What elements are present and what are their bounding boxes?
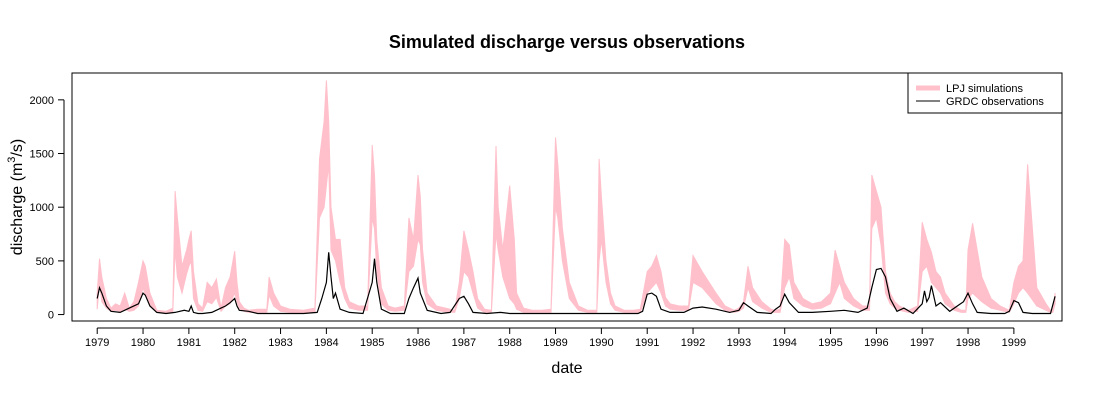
x-tick-label: 1990 (589, 337, 613, 349)
x-tick-label: 1980 (131, 337, 155, 349)
x-tick-label: 1989 (543, 337, 567, 349)
y-tick-label: 0 (48, 310, 54, 322)
y-axis-title-base: discharge (m (9, 163, 26, 255)
x-tick-label: 1985 (360, 337, 384, 349)
x-axis-title: date (551, 360, 582, 377)
chart-title: Simulated discharge versus observations (389, 32, 745, 52)
x-tick-label: 1983 (268, 337, 292, 349)
y-tick-label: 500 (36, 256, 54, 268)
x-tick-label: 1997 (910, 337, 934, 349)
plot-frame (71, 72, 1063, 322)
legend-label-simulations: LPJ simulations (946, 83, 1024, 95)
y-axis-title: discharge (m3/s) (6, 139, 26, 255)
y-axis-title-tail: /s) (9, 139, 26, 157)
x-tick-label: 1981 (177, 337, 201, 349)
legend-label-observations: GRDC observations (946, 96, 1044, 108)
x-tick-label: 1991 (635, 337, 659, 349)
observation-line-layer (96, 252, 1056, 315)
x-tick-label: 1993 (727, 337, 751, 349)
legend-box (907, 72, 1063, 114)
x-tick-label: 1996 (864, 337, 888, 349)
legend: LPJ simulations GRDC observations (907, 72, 1063, 114)
x-tick-label: 1988 (497, 337, 521, 349)
y-tick-label: 1500 (30, 149, 54, 161)
y-tick-label: 1000 (30, 202, 54, 214)
x-tick-label: 1992 (681, 337, 705, 349)
x-tick-label: 1995 (818, 337, 842, 349)
y-axis-title-superscript: 3 (6, 157, 18, 163)
observation-line (96, 252, 1056, 315)
x-tick-label: 1987 (452, 337, 476, 349)
x-tick-label: 1979 (85, 337, 109, 349)
simulation-band (96, 80, 1056, 314)
y-tick-label: 2000 (30, 95, 54, 107)
x-tick-label: 1986 (406, 337, 430, 349)
x-tick-label: 1984 (314, 337, 338, 349)
x-tick-label: 1982 (222, 337, 246, 349)
x-axis: 1979 1980 1981 1982 1983 1984 1985 1986 1987 1988… (85, 327, 1026, 349)
x-tick-label: 1999 (1002, 337, 1026, 349)
x-tick-label: 1994 (772, 337, 796, 349)
simulation-band-layer (96, 80, 1056, 314)
x-tick-label: 1998 (956, 337, 980, 349)
y-axis: 0 500 1000 1500 2000 (30, 95, 65, 322)
